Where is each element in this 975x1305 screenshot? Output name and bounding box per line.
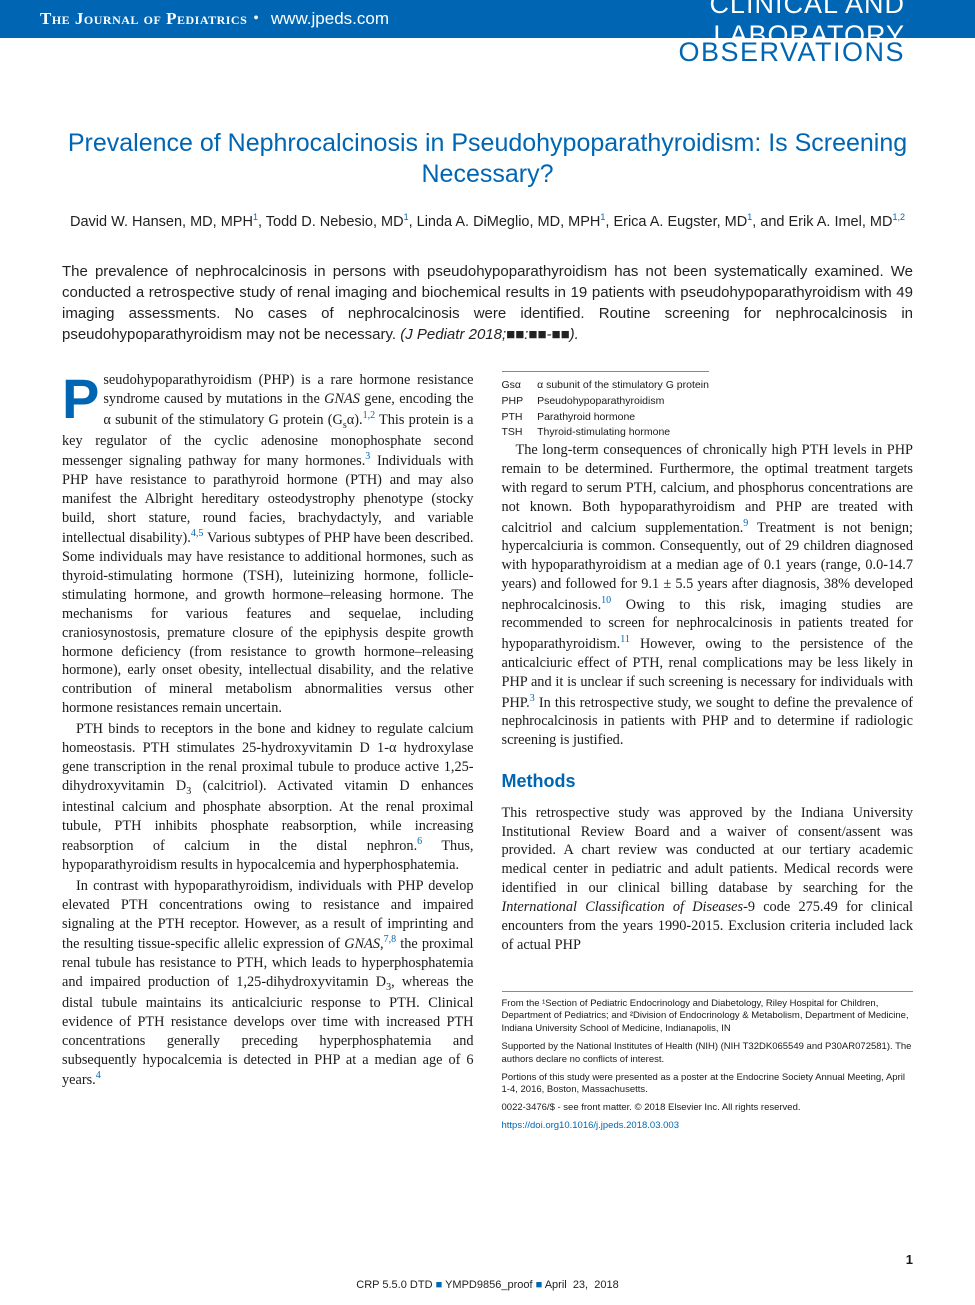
proof-footer: CRP 5.5.0 DTD ■ YMPD9856_proof ■ April 2… bbox=[0, 1279, 975, 1291]
affiliation-from: From the ¹Section of Pediatric Endocrino… bbox=[502, 998, 914, 1036]
methods-heading: Methods bbox=[502, 770, 914, 794]
footer-text: CRP 5.5.0 DTD ■ YMPD9856_proof ■ April 2… bbox=[356, 1279, 618, 1291]
abstract: The prevalence of nephrocalcinosis in pe… bbox=[62, 261, 913, 345]
journal-url[interactable]: www.jpeds.com bbox=[271, 9, 389, 29]
abbreviation-box: Gsαα subunit of the stimulatory G protei… bbox=[502, 371, 709, 441]
para-2: PTH binds to receptors in the bone and k… bbox=[62, 720, 474, 875]
para-3: In contrast with hypoparathyroidism, ind… bbox=[62, 877, 474, 1090]
affiliation-funding: Supported by the National Institutes of … bbox=[502, 1041, 914, 1067]
affiliation-copyright: 0022-3476/$ - see front matter. © 2018 E… bbox=[502, 1102, 914, 1115]
citation: (J Pediatr 2018;■■:■■-■■). bbox=[400, 326, 579, 343]
journal-name: The Journal of Pediatrics bbox=[40, 9, 247, 29]
article-body: Prevalence of Nephrocalcinosis in Pseudo… bbox=[0, 38, 975, 1133]
article-title: Prevalence of Nephrocalcinosis in Pseudo… bbox=[62, 128, 913, 191]
para-1: Pseudohypoparathyroidism (PHP) is a rare… bbox=[62, 371, 474, 718]
body-columns: Pseudohypoparathyroidism (PHP) is a rare… bbox=[62, 371, 913, 1133]
affiliation-presented: Portions of this study were presented as… bbox=[502, 1072, 914, 1098]
para-4: The long-term consequences of chronicall… bbox=[502, 441, 914, 750]
article-type-badge: CLINICAL AND LABORATORY OBSERVATIONS bbox=[550, 0, 915, 68]
author-list: David W. Hansen, MD, MPH1, Todd D. Nebes… bbox=[62, 211, 913, 234]
methods-para-1: This retrospective study was approved by… bbox=[502, 804, 914, 955]
dropcap: P bbox=[62, 371, 103, 423]
doi-link[interactable]: https://doi.org10.1016/j.jpeds.2018.03.0… bbox=[502, 1120, 914, 1133]
article-type-line1: CLINICAL AND LABORATORY bbox=[550, 0, 915, 38]
page-number: 1 bbox=[906, 1252, 913, 1267]
affiliation-box: From the ¹Section of Pediatric Endocrino… bbox=[502, 991, 914, 1133]
